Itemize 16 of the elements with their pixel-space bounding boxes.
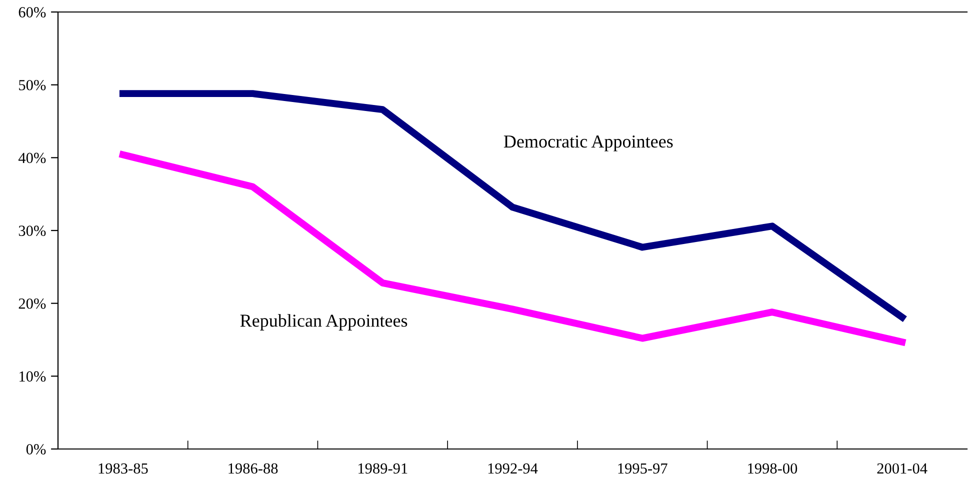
x-tick-label: 1986-88 xyxy=(228,463,278,474)
x-tick-label: 1995-97 xyxy=(618,463,668,474)
y-tick-label: 20% xyxy=(18,298,46,309)
series-label: Republican Appointees xyxy=(240,314,408,330)
x-tick-label: 1998-00 xyxy=(748,463,798,474)
y-tick-label: 10% xyxy=(20,371,46,382)
y-tick-label: 30% xyxy=(18,226,46,236)
x-tick-label: 1983-85 xyxy=(98,463,148,474)
y-tick-label: 40% xyxy=(18,152,46,164)
x-tick-label: 1992-94 xyxy=(488,463,538,474)
y-tick-label: 0% xyxy=(26,444,46,454)
text: Democratic Appointees xyxy=(504,135,673,152)
x-tick-label: 2001-04 xyxy=(877,463,928,474)
x-tick-label: 1989-91 xyxy=(358,463,408,474)
y-tick-label: 60% xyxy=(18,7,46,18)
y-tick-label: 50% xyxy=(19,80,46,90)
